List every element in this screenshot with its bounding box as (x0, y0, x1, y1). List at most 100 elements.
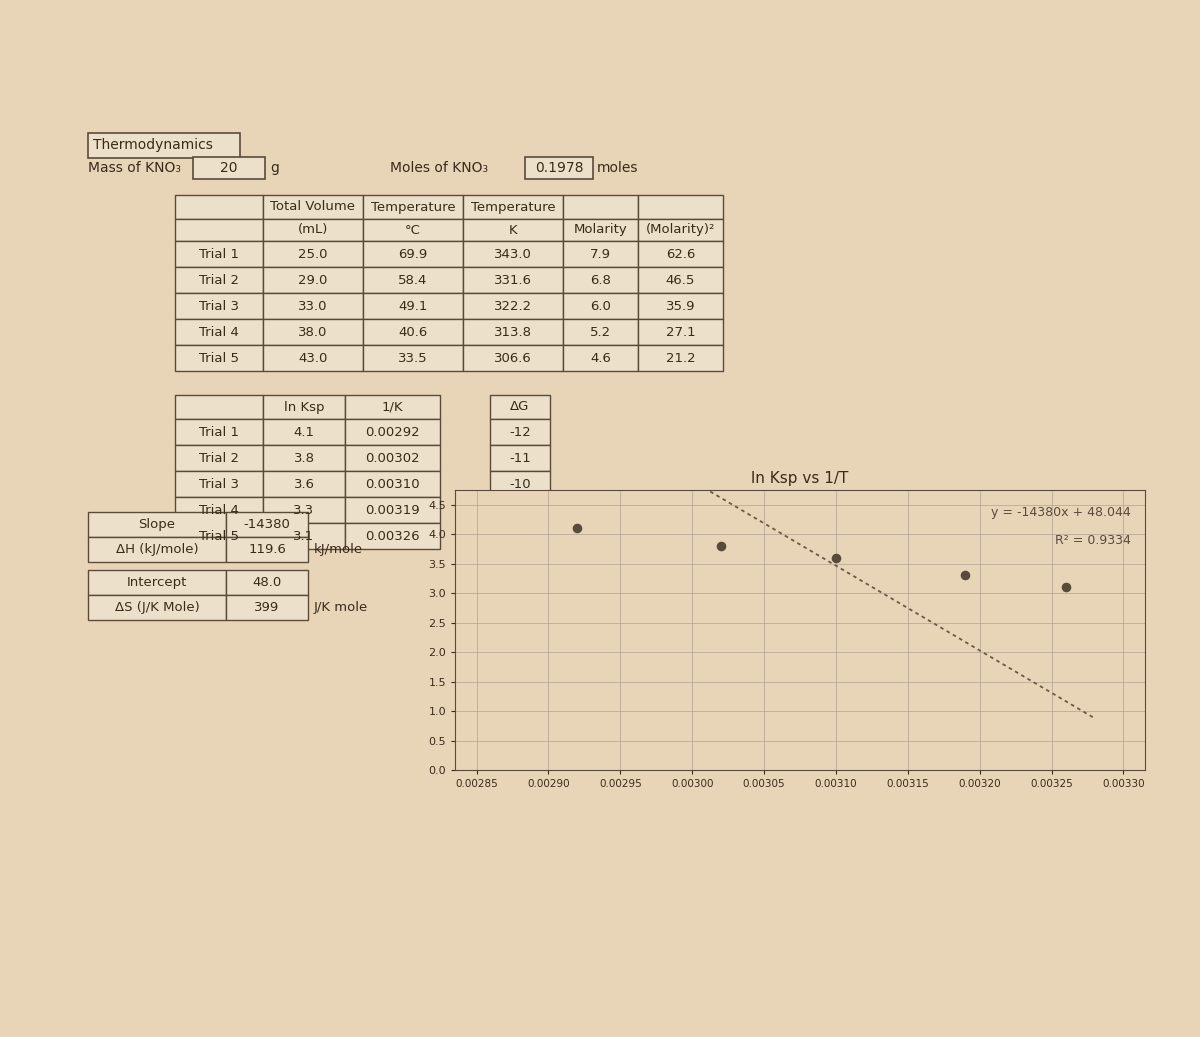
Bar (263, 445, 346, 471)
Bar (175, 345, 263, 371)
Text: 7.9: 7.9 (590, 248, 611, 260)
Bar (175, 241, 263, 267)
Bar (193, 157, 265, 179)
Text: g: g (270, 161, 278, 175)
Bar (263, 219, 364, 241)
Bar (463, 195, 563, 219)
Text: Trial 4: Trial 4 (199, 326, 239, 338)
Point (712, 538, 731, 555)
Bar (175, 267, 263, 293)
Bar (263, 395, 346, 419)
Text: ΔH (kJ/mole): ΔH (kJ/mole) (115, 543, 198, 556)
Bar (175, 523, 263, 549)
Text: 49.1: 49.1 (398, 300, 427, 312)
Bar (175, 319, 263, 345)
Text: 69.9: 69.9 (398, 248, 427, 260)
Text: 0.00319: 0.00319 (365, 504, 420, 516)
Text: Trial 2: Trial 2 (199, 274, 239, 286)
Bar (563, 267, 638, 293)
Text: 399: 399 (254, 601, 280, 614)
Bar (364, 267, 463, 293)
Text: 33.5: 33.5 (398, 352, 428, 364)
Bar (638, 195, 722, 219)
Text: 35.9: 35.9 (666, 300, 695, 312)
Bar (563, 219, 638, 241)
Bar (346, 419, 440, 445)
Text: -12: -12 (509, 425, 530, 439)
Text: 0.00302: 0.00302 (365, 451, 420, 465)
Bar (175, 471, 263, 497)
Text: ΔS (J/K Mole): ΔS (J/K Mole) (115, 601, 199, 614)
Title: ln Ksp vs 1/T: ln Ksp vs 1/T (751, 471, 848, 486)
Text: ΔG: ΔG (510, 400, 529, 414)
Bar (638, 319, 722, 345)
Text: Thermodynamics: Thermodynamics (94, 139, 212, 152)
Bar (463, 241, 563, 267)
Bar (364, 345, 463, 371)
Text: Moles of KNO₃: Moles of KNO₃ (390, 161, 488, 175)
Point (827, 550, 846, 566)
Bar (263, 319, 364, 345)
Bar (263, 345, 364, 371)
Text: 6.8: 6.8 (590, 274, 611, 286)
Bar (638, 267, 722, 293)
Text: 27.1: 27.1 (666, 326, 695, 338)
Bar (364, 293, 463, 319)
Bar (88, 570, 226, 595)
Bar (226, 512, 308, 537)
Bar (638, 293, 722, 319)
Bar (563, 293, 638, 319)
Bar (175, 219, 263, 241)
Text: 1/K: 1/K (382, 400, 403, 414)
Text: °C: °C (406, 224, 421, 236)
Text: Slope: Slope (138, 518, 175, 531)
Bar (463, 319, 563, 345)
Text: 5.2: 5.2 (590, 326, 611, 338)
Bar (463, 267, 563, 293)
Bar (463, 219, 563, 241)
Text: 0.1978: 0.1978 (535, 161, 583, 175)
Bar (490, 471, 550, 497)
Bar (638, 219, 722, 241)
Text: Trial 1: Trial 1 (199, 248, 239, 260)
Text: -10: -10 (509, 477, 530, 491)
Bar (263, 267, 364, 293)
Bar (88, 133, 240, 158)
Bar (263, 195, 364, 219)
Bar (364, 195, 463, 219)
Text: Mass of KNO₃: Mass of KNO₃ (88, 161, 181, 175)
Bar (490, 445, 550, 471)
Bar (364, 219, 463, 241)
Text: 48.0: 48.0 (252, 576, 282, 589)
Text: R² = 0.9334: R² = 0.9334 (1055, 534, 1132, 546)
Text: 331.6: 331.6 (494, 274, 532, 286)
Text: 0.00310: 0.00310 (365, 477, 420, 491)
Bar (346, 471, 440, 497)
Text: 0.00292: 0.00292 (365, 425, 420, 439)
Text: 4.1: 4.1 (294, 425, 314, 439)
Bar (263, 497, 346, 523)
Text: 3.1: 3.1 (294, 530, 314, 542)
Bar (226, 595, 308, 620)
Bar (638, 241, 722, 267)
Point (955, 567, 974, 584)
Text: Trial 5: Trial 5 (199, 352, 239, 364)
Text: -14380: -14380 (244, 518, 290, 531)
Bar (526, 157, 593, 179)
Text: 40.6: 40.6 (398, 326, 427, 338)
Bar (563, 345, 638, 371)
Bar (175, 419, 263, 445)
Bar (463, 293, 563, 319)
Text: 119.6: 119.6 (248, 543, 286, 556)
Text: Trial 1: Trial 1 (199, 425, 239, 439)
Text: 62.6: 62.6 (666, 248, 695, 260)
Text: 3.8: 3.8 (294, 451, 314, 465)
Bar (346, 497, 440, 523)
Bar (263, 241, 364, 267)
Bar (364, 241, 463, 267)
Text: J/K mole: J/K mole (314, 601, 368, 614)
Bar (175, 395, 263, 419)
Bar (490, 395, 550, 419)
Bar (175, 497, 263, 523)
Point (1056, 579, 1075, 595)
